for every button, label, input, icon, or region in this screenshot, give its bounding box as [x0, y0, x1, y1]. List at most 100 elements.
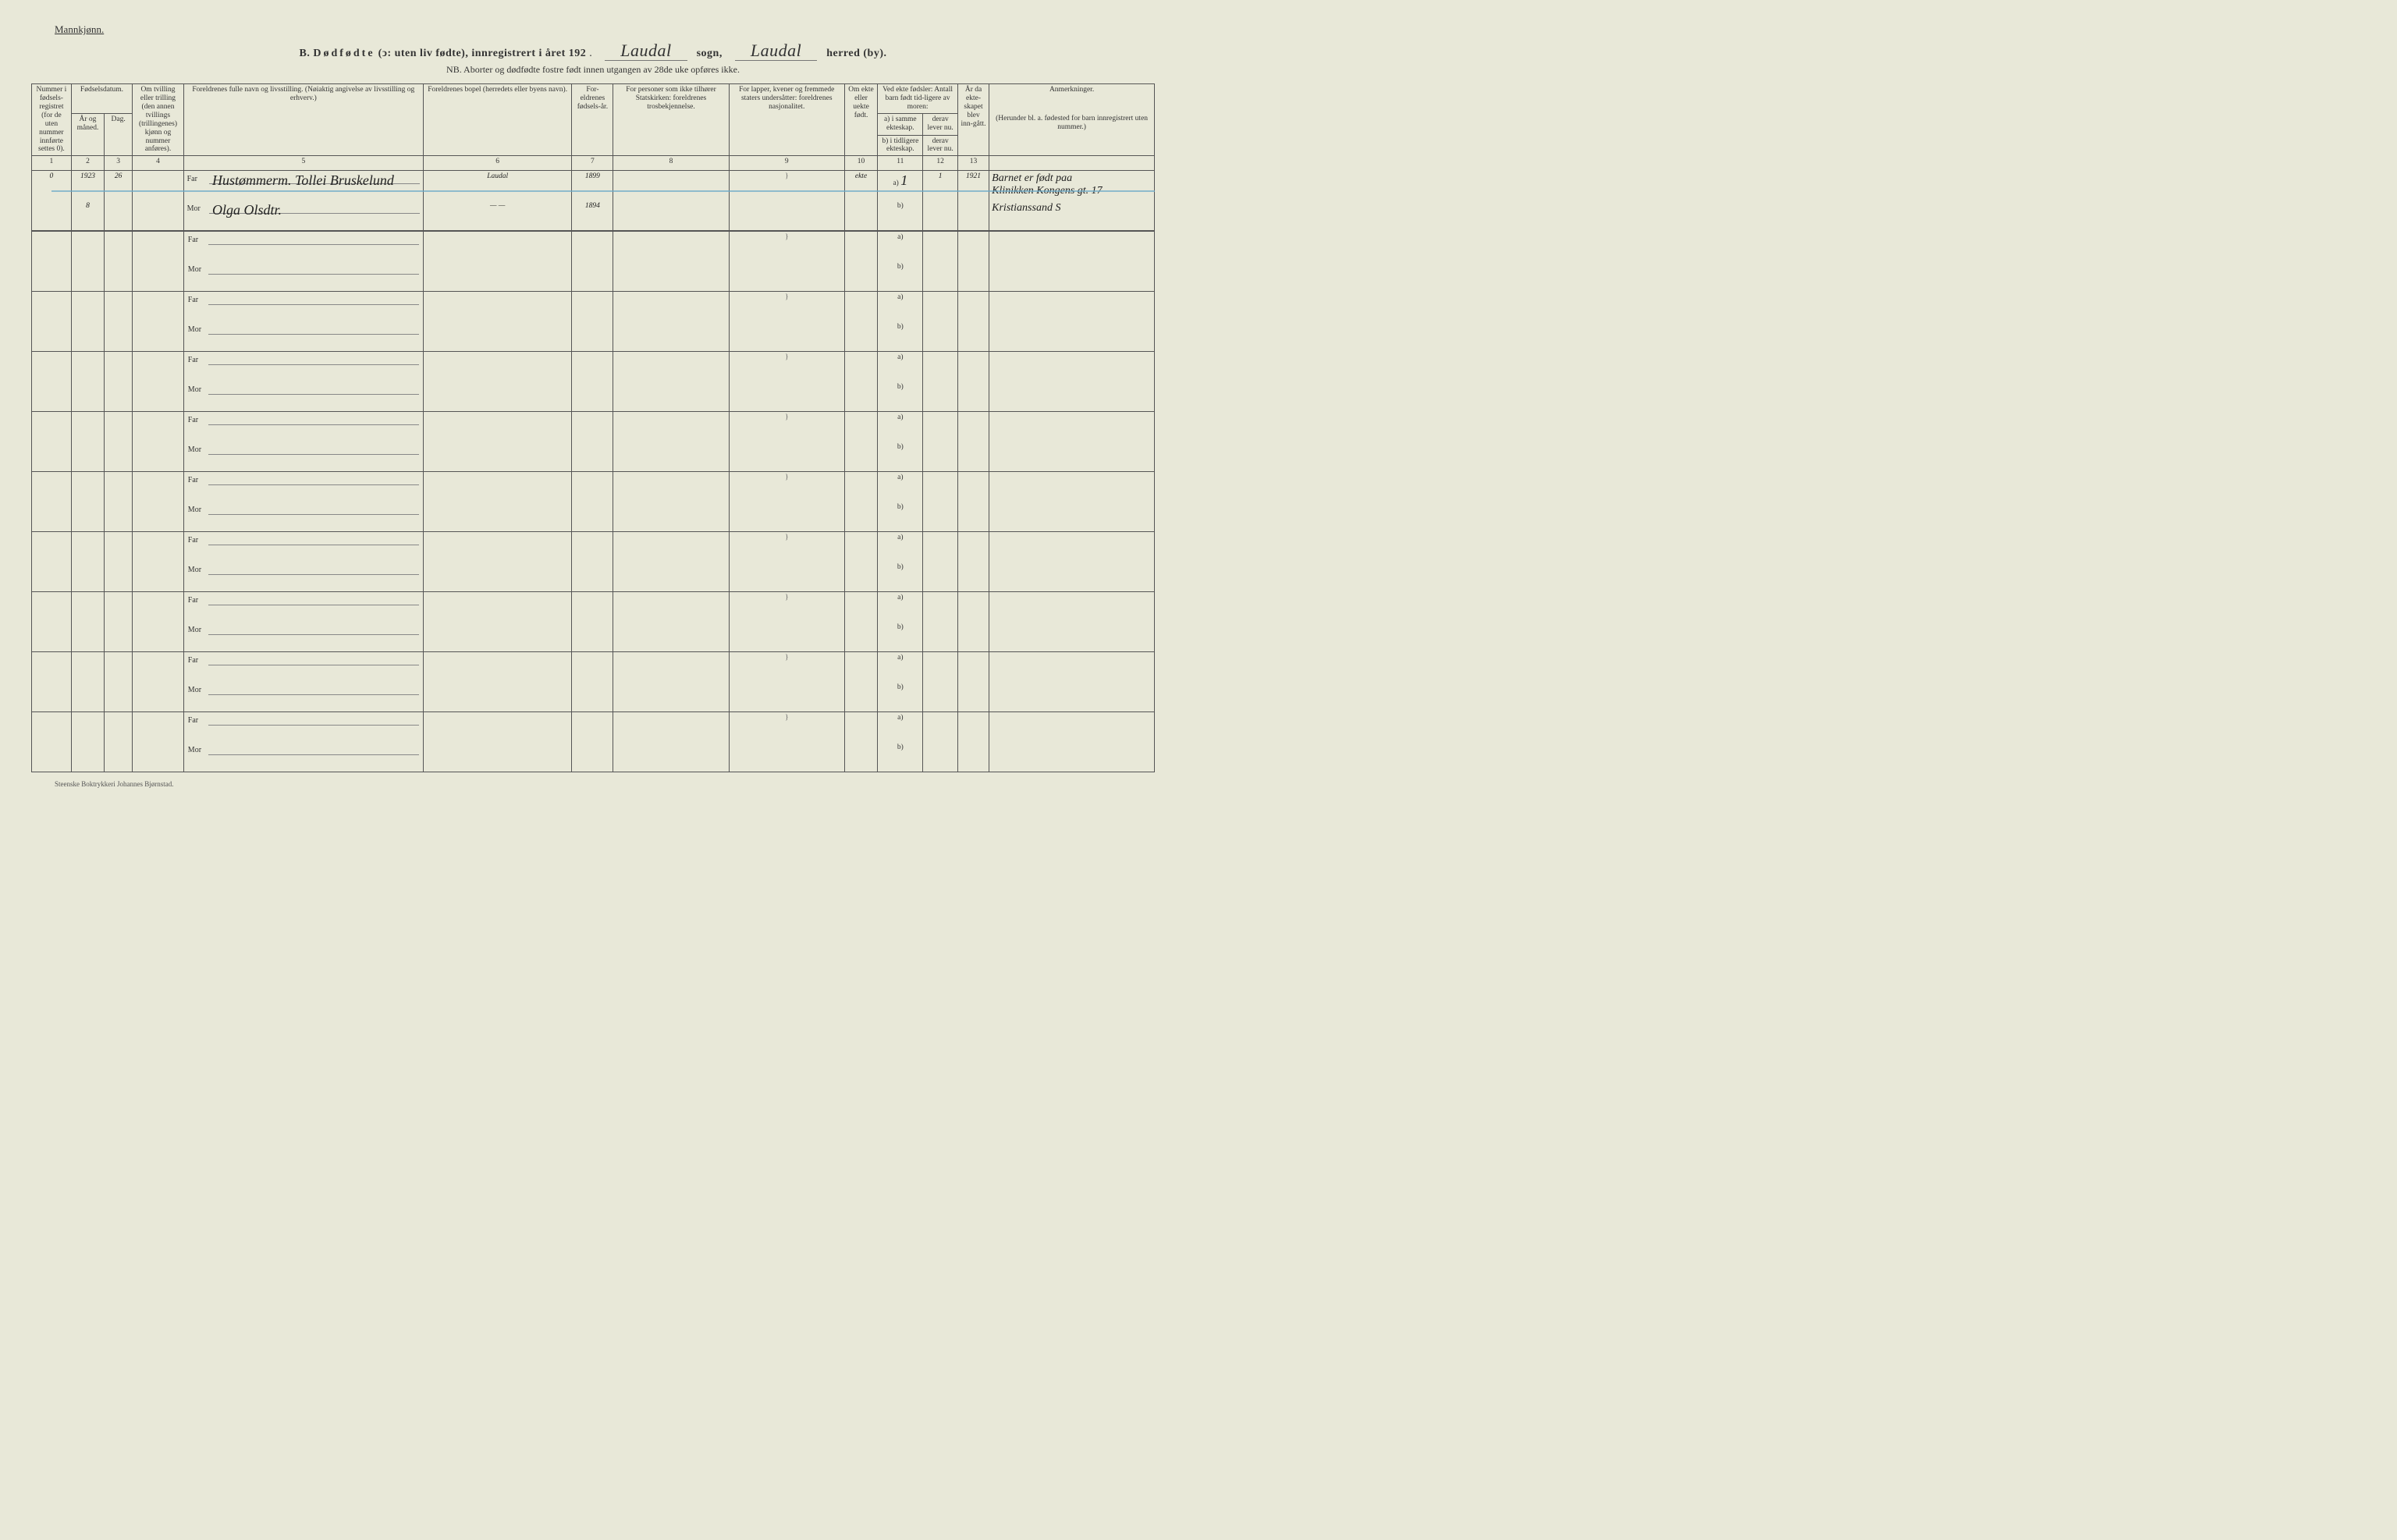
- far-label: Far: [188, 716, 208, 726]
- entry-day: 26: [105, 171, 133, 231]
- far-name: [208, 534, 419, 545]
- gender-label: Mannkjønn.: [55, 23, 1155, 36]
- colnum-10: 10: [844, 156, 877, 171]
- table-row: Far}a): [32, 352, 1155, 382]
- nb-line: NB. Aborter og dødfødte fostre født inne…: [31, 64, 1155, 76]
- bopel-mor: [423, 622, 572, 652]
- brace-cell: }: [729, 412, 844, 472]
- far-name: [208, 594, 419, 605]
- far-cell: Far: [183, 712, 423, 743]
- entry-number: [32, 292, 72, 352]
- twin-cell: [133, 412, 184, 472]
- colnum-1: 1: [32, 156, 72, 171]
- far-label: Far: [188, 476, 208, 485]
- col-4-header: Om tvilling eller trilling (den annen tv…: [133, 84, 184, 156]
- tros-cell: [613, 592, 729, 652]
- colnum-14: [989, 156, 1155, 171]
- faar-mor: [572, 261, 613, 292]
- mor-label: Mor: [188, 325, 208, 335]
- c12b-cell: [923, 321, 957, 352]
- brace-cell: }: [729, 171, 844, 231]
- far-label: Far: [188, 536, 208, 545]
- anm-cell: [989, 712, 1155, 772]
- anm-cell: [989, 412, 1155, 472]
- entry-day: [105, 592, 133, 652]
- entry-number: [32, 472, 72, 532]
- faar-mor: [572, 682, 613, 712]
- mor-cell: Mor: [183, 261, 423, 292]
- tros-cell: [613, 652, 729, 712]
- c13-cell: [957, 412, 989, 472]
- col-2a-header: År og måned.: [71, 113, 104, 156]
- c11a-cell: a): [878, 592, 923, 623]
- faar-far: [572, 712, 613, 743]
- far-label: Far: [188, 596, 208, 605]
- brace-cell: }: [729, 592, 844, 652]
- b-label: b): [897, 202, 904, 210]
- brace-cell: }: [729, 472, 844, 532]
- mor-cell: Mor: [183, 742, 423, 772]
- entry-yearmonth: [71, 532, 104, 592]
- c12b-cell: [923, 200, 957, 231]
- col-10-header: Om ekte eller uekte født.: [844, 84, 877, 156]
- c11a-cell: a): [878, 472, 923, 502]
- entry-number: [32, 592, 72, 652]
- anm-cell: [989, 592, 1155, 652]
- c11b-cell: b): [878, 562, 923, 592]
- anm-cell: [989, 352, 1155, 412]
- c11a-val: 1: [900, 172, 907, 188]
- table-row: Far}a): [32, 592, 1155, 623]
- table-row: Far}a): [32, 292, 1155, 322]
- faar-mor: [572, 622, 613, 652]
- faar-mor: [572, 562, 613, 592]
- c11a-cell: a): [878, 352, 923, 382]
- entry-number: [32, 652, 72, 712]
- ekte-cell: [844, 352, 877, 412]
- tros-cell: [613, 171, 729, 231]
- mor-name: [208, 623, 419, 635]
- entry-day: [105, 352, 133, 412]
- faar-far: [572, 592, 613, 623]
- far-name: [208, 413, 419, 425]
- blue-strike-line: [51, 190, 1155, 192]
- entry-day: [105, 292, 133, 352]
- c11b-cell: b): [878, 261, 923, 292]
- mor-cell: Mor: [183, 502, 423, 532]
- far-label: Far: [188, 236, 208, 245]
- col-12a-header: derav lever nu.: [923, 113, 957, 135]
- tros-cell: [613, 352, 729, 412]
- ekte-cell: [844, 412, 877, 472]
- c12b-cell: [923, 682, 957, 712]
- colnum-5: 5: [183, 156, 423, 171]
- mor-name: [208, 263, 419, 275]
- col-14-header-top: Anmerkninger.: [989, 84, 1155, 114]
- c13-cell: [957, 712, 989, 772]
- c13-cell: [957, 292, 989, 352]
- c12b-cell: [923, 442, 957, 472]
- bopel-far: [423, 292, 572, 322]
- twin-cell: [133, 232, 184, 292]
- a-label: a): [893, 179, 898, 187]
- col-7-header: For-eldrenes fødsels-år.: [572, 84, 613, 156]
- twin-cell: [133, 292, 184, 352]
- mor-name: [208, 443, 419, 455]
- faar-far: 1899: [572, 171, 613, 201]
- title-line: B. Dødfødte (ↄ: uten liv fødte), innregi…: [31, 41, 1155, 61]
- far-name: [208, 714, 419, 726]
- bopel-far: [423, 232, 572, 262]
- colnum-9: 9: [729, 156, 844, 171]
- c12b-cell: [923, 562, 957, 592]
- c12a-cell: [923, 712, 957, 743]
- c11b-cell: b): [878, 200, 923, 231]
- col-8-header: For personer som ikke tilhører Statskirk…: [613, 84, 729, 156]
- c12a-cell: [923, 232, 957, 262]
- faar-far: [572, 532, 613, 562]
- mor-label: Mor: [188, 746, 208, 755]
- entry-number: [32, 232, 72, 292]
- faar-mor: [572, 381, 613, 412]
- title-main: Dødfødte: [313, 48, 375, 59]
- faar-far: [572, 412, 613, 442]
- faar-mor: 1894: [572, 200, 613, 231]
- c11b-cell: b): [878, 742, 923, 772]
- twin-cell: [133, 652, 184, 712]
